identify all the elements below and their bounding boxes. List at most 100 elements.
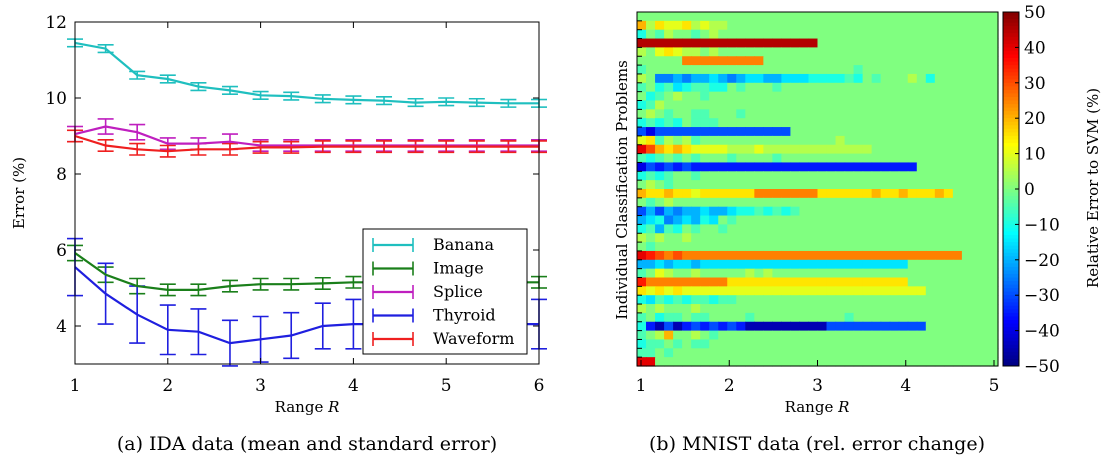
colorbar-segment (1003, 266, 1019, 271)
heatmap-cell (790, 206, 801, 217)
heatmap-cell (808, 304, 819, 314)
heatmap-cell (826, 242, 837, 252)
heatmap-cell (871, 29, 882, 40)
heatmap-cell (934, 321, 945, 332)
heatmap-cell (637, 127, 647, 137)
heatmap-cell (673, 242, 683, 252)
heatmap-cell (952, 295, 963, 305)
heatmap-cell (745, 29, 755, 40)
heatmap-cell (727, 312, 737, 323)
heatmap-cell (835, 180, 846, 190)
heatmap-cell (655, 224, 665, 234)
heatmap-cell (844, 197, 855, 208)
heatmap-cell (952, 153, 963, 164)
heatmap-cell (844, 109, 855, 119)
heatmap-cell (925, 197, 936, 208)
heatmap-cell (700, 20, 710, 31)
heatmap-cell (700, 12, 710, 22)
heatmap-cell (889, 339, 900, 349)
heatmap-cell (880, 47, 891, 57)
colorbar-tick-label: −10 (1024, 215, 1060, 235)
colorbar-segment (1003, 164, 1019, 169)
heatmap-cell (826, 38, 837, 48)
heatmap-cell (835, 357, 846, 367)
heatmap-cell (790, 259, 801, 270)
heatmap-cell (691, 144, 701, 155)
heatmap-cell (691, 357, 701, 367)
heatmap-cell (691, 197, 701, 208)
heatmap-cell (637, 38, 647, 48)
heatmap-cell (916, 135, 927, 146)
heatmap-cell (682, 312, 692, 323)
heatmap-cell (664, 65, 674, 75)
heatmap-cell (700, 171, 710, 181)
heatmap-cell (754, 215, 764, 225)
heatmap-cell (664, 250, 674, 261)
legend-label: Image (433, 259, 484, 278)
heatmap-cell (871, 118, 882, 128)
heatmap-cell (745, 268, 755, 279)
heatmap-cell (718, 304, 728, 314)
heatmap-cell (655, 38, 665, 48)
heatmap-cell (889, 47, 900, 57)
heatmap-cell (916, 312, 927, 323)
heatmap-cell (862, 127, 873, 137)
heatmap-cell (754, 91, 764, 102)
colorbar-segment (1003, 54, 1019, 59)
heatmap-cell (961, 321, 972, 332)
heatmap-cell (889, 189, 900, 199)
heatmap-cell (772, 20, 783, 31)
heatmap-cell (988, 277, 999, 287)
heatmap-cell (907, 286, 918, 296)
heatmap-cell (889, 304, 900, 314)
heatmap-cell (907, 348, 918, 358)
heatmap-cell (817, 197, 828, 208)
heatmap-cell (646, 357, 656, 367)
heatmap-cell (988, 109, 999, 119)
heatmap-cell (979, 100, 990, 110)
heatmap-row (637, 12, 999, 22)
heatmap-cell (772, 277, 783, 287)
heatmap-cell (907, 56, 918, 66)
heatmap-cell (862, 339, 873, 349)
x-tick-label-a: 6 (534, 376, 545, 396)
heatmap-cell (691, 321, 701, 332)
heatmap-cell (844, 339, 855, 349)
heatmap-cell (700, 127, 710, 137)
heatmap-cell (700, 162, 710, 172)
heatmap-cell (799, 91, 810, 102)
heatmap-cell (763, 330, 773, 341)
heatmap-cell (700, 242, 710, 252)
heatmap-cell (664, 100, 674, 110)
heatmap-cell (952, 65, 963, 75)
heatmap-cell (781, 127, 792, 137)
heatmap-cell (844, 91, 855, 102)
heatmap-cell (691, 20, 701, 31)
colorbar-segment (1003, 86, 1019, 91)
heatmap-cell (673, 127, 683, 137)
heatmap-cell (898, 197, 909, 208)
heatmap-cell (790, 357, 801, 367)
colorbar-segment (1003, 344, 1019, 349)
heatmap-row (637, 215, 999, 225)
heatmap-cell (808, 321, 819, 332)
heatmap-cell (790, 20, 801, 31)
heatmap-cell (907, 135, 918, 146)
heatmap-cell (736, 29, 746, 40)
heatmap-cell (988, 144, 999, 155)
heatmap-cell (745, 348, 755, 358)
colorbar-segment (1003, 341, 1019, 346)
heatmap-cell (862, 65, 873, 75)
heatmap-cell (772, 339, 783, 349)
heatmap-cell (862, 233, 873, 243)
heatmap-cell (691, 29, 701, 40)
heatmap-cell (952, 189, 963, 199)
heatmap-cell (637, 197, 647, 208)
heatmap-cell (727, 135, 737, 146)
heatmap-cell (952, 127, 963, 137)
heatmap-cell (889, 20, 900, 31)
heatmap-cell (871, 312, 882, 323)
heatmap-cell (889, 118, 900, 128)
heatmap-cell (961, 100, 972, 110)
heatmap-cell (970, 38, 981, 48)
